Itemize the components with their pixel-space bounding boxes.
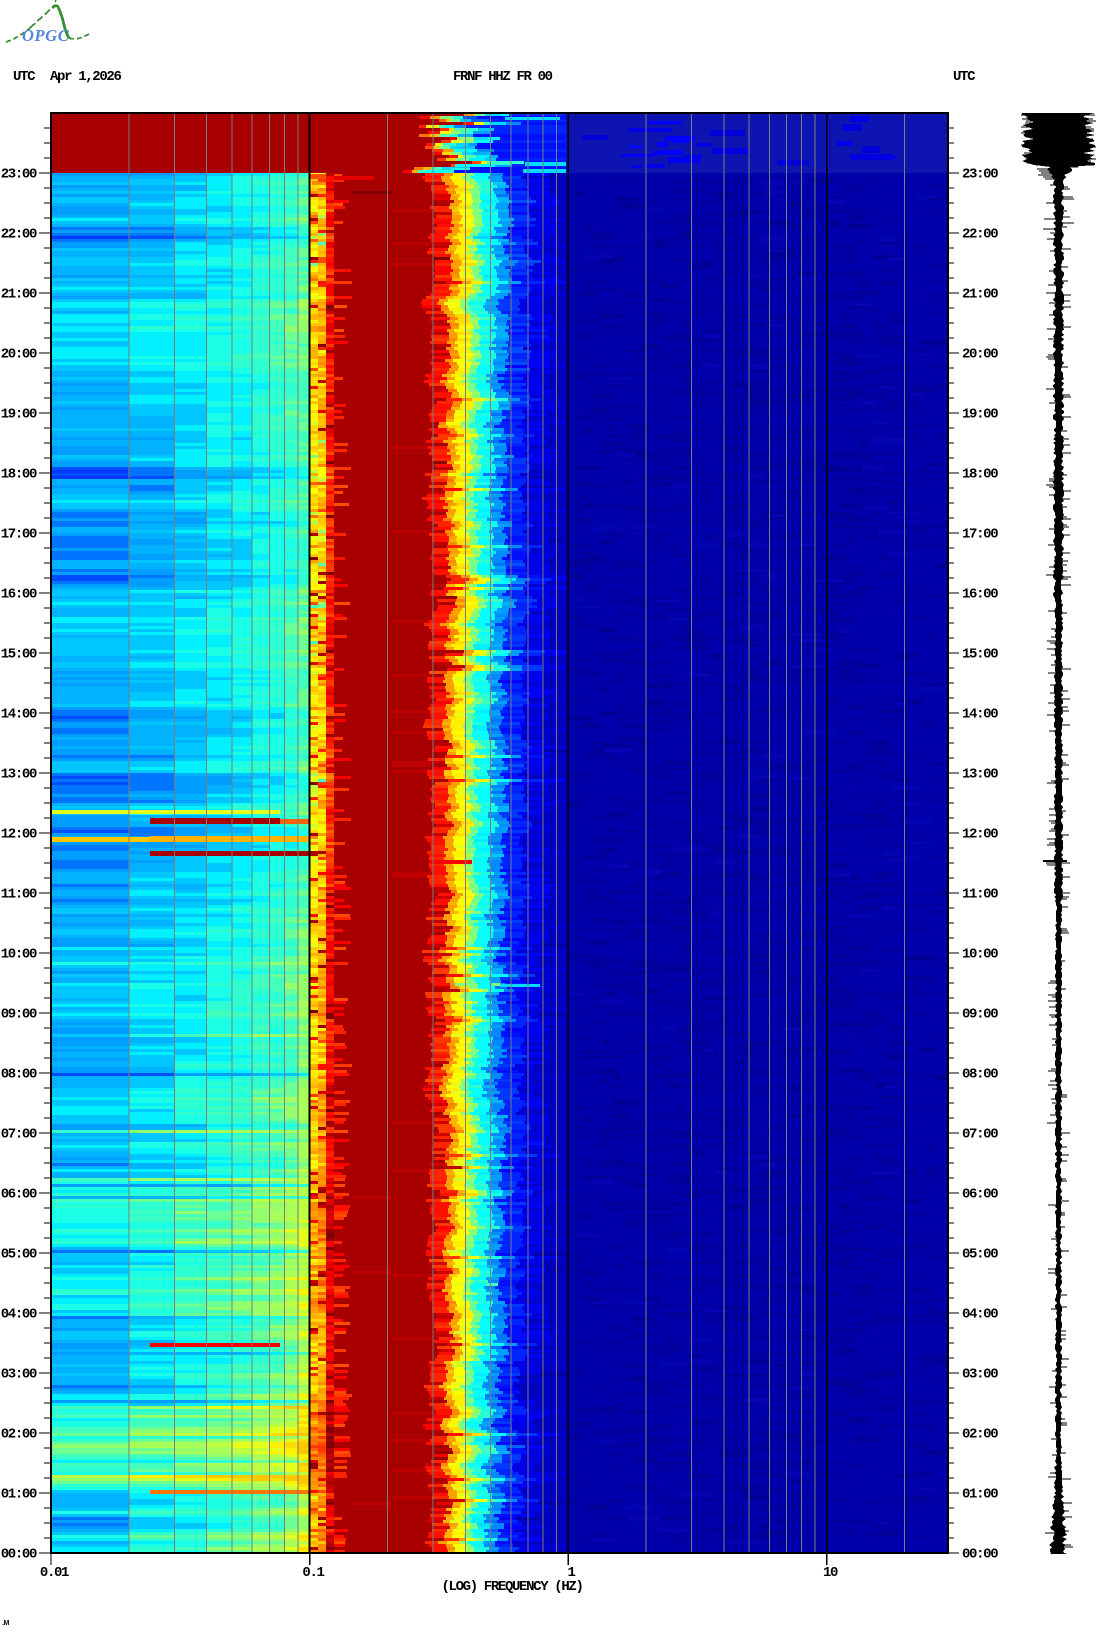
svg-text:06:00: 06:00: [962, 1187, 998, 1203]
svg-text:08:00: 08:00: [1, 1067, 37, 1083]
svg-text:Apr 1,2026: Apr 1,2026: [50, 69, 121, 85]
svg-text:15:00: 15:00: [1, 647, 37, 663]
svg-text:22:00: 22:00: [1, 227, 37, 243]
svg-text:00:00: 00:00: [962, 1547, 998, 1563]
svg-text:04:00: 04:00: [1, 1307, 37, 1323]
svg-text:09:00: 09:00: [1, 1007, 37, 1023]
svg-text:09:00: 09:00: [962, 1007, 998, 1023]
svg-text:18:00: 18:00: [1, 467, 37, 483]
svg-text:17:00: 17:00: [962, 527, 998, 543]
svg-text:15:00: 15:00: [962, 647, 998, 663]
svg-text:00:00: 00:00: [1, 1547, 37, 1563]
svg-text:10:00: 10:00: [1, 947, 37, 963]
svg-text:12:00: 12:00: [962, 827, 998, 843]
svg-text:11:00: 11:00: [962, 887, 998, 903]
svg-text:04:00: 04:00: [962, 1307, 998, 1323]
svg-text:03:00: 03:00: [1, 1367, 37, 1383]
svg-text:20:00: 20:00: [962, 347, 998, 363]
svg-text:13:00: 13:00: [1, 767, 37, 783]
svg-text:02:00: 02:00: [1, 1427, 37, 1443]
svg-text:23:00: 23:00: [1, 167, 37, 183]
svg-text:1: 1: [567, 1565, 575, 1581]
svg-text:02:00: 02:00: [962, 1427, 998, 1443]
svg-text:20:00: 20:00: [1, 347, 37, 363]
svg-text:12:00: 12:00: [1, 827, 37, 843]
svg-text:FRNF HHZ FR 00: FRNF HHZ FR 00: [453, 69, 553, 85]
svg-text:0.1: 0.1: [302, 1565, 324, 1581]
svg-text:22:00: 22:00: [962, 227, 998, 243]
svg-text:14:00: 14:00: [1, 707, 37, 723]
svg-text:UTC: UTC: [13, 69, 36, 85]
svg-text:13:00: 13:00: [962, 767, 998, 783]
svg-text:07:00: 07:00: [1, 1127, 37, 1143]
svg-text:21:00: 21:00: [1, 287, 37, 303]
svg-text:OPGC: OPGC: [22, 26, 70, 45]
svg-text:16:00: 16:00: [1, 587, 37, 603]
svg-text:06:00: 06:00: [1, 1187, 37, 1203]
svg-text:01:00: 01:00: [962, 1487, 998, 1503]
svg-text:03:00: 03:00: [962, 1367, 998, 1383]
svg-text:19:00: 19:00: [1, 407, 37, 423]
svg-text:14:00: 14:00: [962, 707, 998, 723]
svg-text:21:00: 21:00: [962, 287, 998, 303]
svg-text:0.01: 0.01: [40, 1565, 69, 1581]
svg-text:08:00: 08:00: [962, 1067, 998, 1083]
svg-text:16:00: 16:00: [962, 587, 998, 603]
svg-text:.M: .M: [2, 1620, 9, 1627]
svg-text:10:00: 10:00: [962, 947, 998, 963]
svg-text:01:00: 01:00: [1, 1487, 37, 1503]
svg-text:05:00: 05:00: [962, 1247, 998, 1263]
svg-text:07:00: 07:00: [962, 1127, 998, 1143]
svg-text:05:00: 05:00: [1, 1247, 37, 1263]
svg-text:11:00: 11:00: [1, 887, 37, 903]
svg-text:UTC: UTC: [953, 69, 976, 85]
svg-text:10: 10: [823, 1565, 838, 1581]
svg-text:(LOG) FREQUENCY (HZ): (LOG) FREQUENCY (HZ): [441, 1579, 582, 1595]
svg-text:18:00: 18:00: [962, 467, 998, 483]
svg-text:23:00: 23:00: [962, 167, 998, 183]
svg-text:17:00: 17:00: [1, 527, 37, 543]
svg-text:19:00: 19:00: [962, 407, 998, 423]
